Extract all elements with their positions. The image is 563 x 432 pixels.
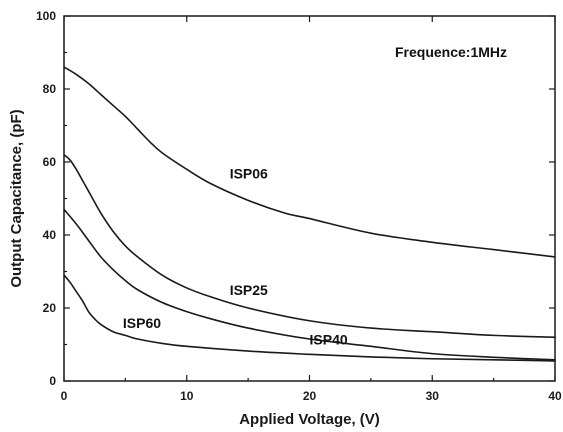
axis-ticks-layer: 0 10 20 30 40 0 20 40 60 80 100 — [36, 9, 562, 403]
y-tick-label: 100 — [36, 9, 56, 23]
series-lines-layer — [63, 66, 556, 362]
x-axis-title: Applied Voltage, (V) — [239, 411, 380, 428]
x-tick-label: 10 — [180, 389, 194, 403]
series-line-isp40 — [63, 208, 556, 361]
y-tick-label: 0 — [49, 374, 56, 388]
series-line-isp25 — [63, 153, 556, 338]
x-tick-label: 30 — [426, 389, 440, 403]
y-tick-label: 40 — [43, 228, 57, 242]
series-line-isp06 — [63, 66, 556, 258]
series-line-isp60 — [63, 274, 556, 362]
x-tick-label: 40 — [548, 389, 562, 403]
frequency-annotation: Frequence:1MHz — [395, 44, 507, 60]
y-tick-label: 20 — [43, 301, 57, 315]
x-tick-label: 0 — [61, 389, 68, 403]
series-label-isp60: ISP60 — [123, 315, 161, 331]
y-tick-label: 60 — [43, 155, 57, 169]
y-axis-title: Output Capacitance, (pF) — [8, 109, 25, 287]
x-tick-label: 20 — [303, 389, 317, 403]
series-label-isp06: ISP06 — [230, 165, 268, 181]
series-labels-layer: ISP06 ISP25 ISP40 ISP60 — [123, 165, 348, 347]
series-label-isp25: ISP25 — [230, 282, 268, 298]
series-label-isp40: ISP40 — [310, 332, 348, 348]
y-tick-label: 80 — [43, 82, 57, 96]
